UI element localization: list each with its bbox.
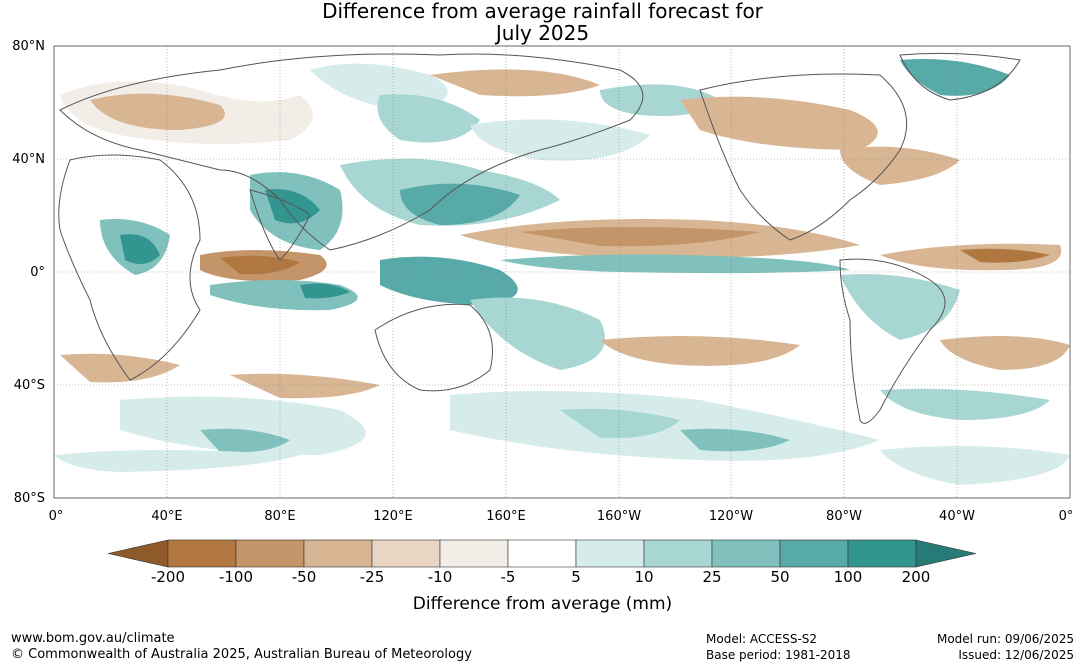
lon-label: 80°W: [826, 509, 862, 524]
colorbar-tick-label: 50: [770, 568, 790, 586]
anomaly-patch: [500, 254, 850, 274]
colorbar-title: Difference from average (mm): [412, 594, 673, 614]
map-frame: [53, 45, 1071, 499]
anomaly-patch: [265, 189, 320, 224]
colorbar-extend-low: [107, 539, 169, 568]
lat-label-80n: 80°N: [12, 39, 45, 54]
anomaly-patch: [940, 336, 1070, 370]
india-outline: [249, 189, 311, 261]
anomaly-patch: [840, 274, 960, 340]
anomaly-patch: [54, 450, 300, 472]
north-america-outline: [699, 73, 908, 241]
anomaly-patch: [90, 93, 225, 130]
colorbar-segment: [371, 539, 441, 568]
colorbar-tick-label: 5: [571, 568, 581, 586]
anomaly-patch: [840, 146, 960, 185]
lat-label-40s: 40°S: [13, 378, 45, 393]
anomaly-field: [54, 46, 1070, 498]
lon-label: 120°W: [708, 509, 754, 524]
issued-date: Issued: 12/06/2025: [958, 648, 1074, 662]
anomaly-patch: [520, 227, 760, 247]
colorbar-tick-label: 100: [833, 568, 863, 586]
colorbar-segment: [779, 539, 849, 568]
lat-label-80s: 80°S: [13, 491, 45, 506]
colorbar: [107, 539, 977, 568]
lon-label: 160°W: [596, 509, 642, 524]
anomaly-patch: [377, 94, 480, 143]
colorbar-segment: [711, 539, 781, 568]
colorbar-segment: [847, 539, 917, 568]
map-title-line-2: July 2025: [495, 21, 590, 45]
model-name: Model: ACCESS-S2: [706, 632, 818, 646]
lat-label-0: 0°: [30, 265, 45, 280]
greenland-outline: [899, 52, 1021, 101]
anomaly-patch: [960, 248, 1050, 263]
anomaly-patch: [430, 69, 600, 97]
anomaly-patch: [600, 336, 800, 366]
anomaly-patch: [680, 428, 790, 452]
anomaly-patch: [230, 373, 380, 399]
colorbar-tick-label: 10: [634, 568, 654, 586]
colorbar-extend-high: [915, 539, 977, 568]
base-period: Base period: 1981-2018: [706, 648, 851, 662]
coastlines: [58, 52, 1021, 424]
colorbar-segment: [167, 539, 237, 568]
colorbar-tick-label: -200: [150, 568, 186, 586]
lon-label: 0°: [48, 509, 64, 524]
south-america-outline: [839, 258, 946, 424]
lat-label-40n: 40°N: [12, 152, 45, 167]
colorbar-segment: [507, 539, 577, 568]
anomaly-patch: [120, 234, 160, 264]
colorbar-tick-label: -5: [500, 568, 516, 586]
australia-outline: [374, 303, 493, 392]
graticule: [54, 46, 1070, 498]
anomaly-patch: [60, 353, 180, 383]
anomaly-patch: [400, 183, 520, 225]
lon-label: 120°E: [373, 509, 413, 524]
africa-outline: [58, 154, 201, 381]
colorbar-tick-label: 200: [901, 568, 931, 586]
colorbar-tick-label: -25: [359, 568, 385, 586]
copyright-text: © Commonwealth of Australia 2025, Austra…: [11, 647, 472, 662]
anomaly-patch: [380, 256, 518, 305]
colorbar-segment: [303, 539, 373, 568]
colorbar-segment: [575, 539, 645, 568]
lon-label: 0°: [1058, 509, 1074, 524]
lon-label: 160°E: [486, 509, 526, 524]
anomaly-patch: [560, 408, 680, 439]
colorbar-segment: [439, 539, 509, 568]
colorbar-tick-label: -50: [291, 568, 317, 586]
lon-label: 80°E: [264, 509, 296, 524]
europe-asia-outline: [59, 53, 644, 251]
map-title-line-1: Difference from average rainfall forecas…: [322, 0, 763, 23]
colorbar-segment: [643, 539, 713, 568]
colorbar-tick-label: -100: [218, 568, 254, 586]
anomaly-patch: [470, 297, 605, 370]
anomaly-patch: [120, 396, 366, 455]
lon-label: 40°W: [939, 509, 975, 524]
anomaly-patch: [880, 388, 1050, 420]
colorbar-segment: [235, 539, 305, 568]
anomaly-patch: [300, 283, 350, 299]
anomaly-patch: [680, 96, 878, 150]
website-link[interactable]: www.bom.gov.au/climate: [11, 631, 175, 646]
colorbar-tick-label: -10: [427, 568, 453, 586]
lon-label: 40°E: [151, 509, 183, 524]
anomaly-patch: [200, 428, 290, 453]
model-run-date: Model run: 09/06/2025: [936, 632, 1074, 646]
anomaly-patch: [880, 446, 1070, 485]
colorbar-tick-label: 25: [702, 568, 722, 586]
anomaly-patch: [900, 59, 1010, 96]
